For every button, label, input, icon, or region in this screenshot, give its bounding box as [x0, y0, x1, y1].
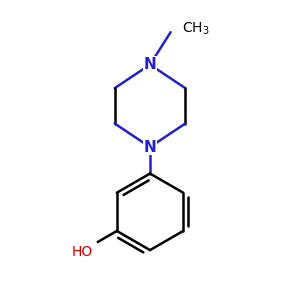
- Text: CH$_3$: CH$_3$: [182, 21, 210, 38]
- Text: N: N: [144, 140, 156, 154]
- Text: N: N: [144, 57, 156, 72]
- Text: HO: HO: [72, 245, 93, 259]
